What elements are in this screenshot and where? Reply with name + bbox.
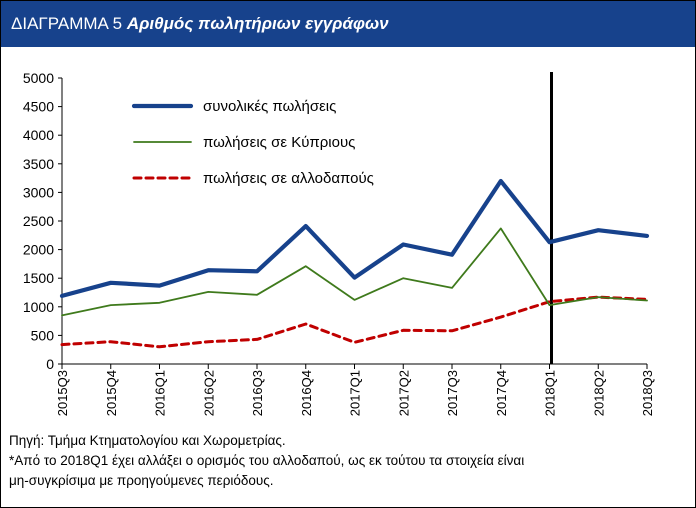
- footnote-line-2: μη-συγκρίσιμα με προηγούμενες περιόδους.: [9, 473, 274, 488]
- x-tick-label: 2017Q2: [396, 370, 411, 416]
- figure-title: Αριθμός πωλητήριων εγγράφων: [126, 14, 389, 33]
- y-tick-label: 4500: [23, 99, 54, 115]
- y-tick-label: 500: [31, 327, 55, 343]
- y-tick-label: 1000: [23, 299, 54, 315]
- y-tick-label: 2500: [23, 213, 54, 229]
- line-chart: 0 500 1000 1500 2000 2500 3000 3500 4000 4500 5000…: [23, 70, 655, 416]
- y-tick-label: 3500: [23, 156, 54, 172]
- y-tick-label: 3000: [23, 184, 54, 200]
- footnote-line-1: *Από το 2018Q1 έχει αλλάξει ο ορισμός το…: [9, 453, 525, 468]
- x-tick-label: 2018Q1: [543, 370, 558, 416]
- legend-label-2: πωλήσεις σε αλλοδαπούς: [203, 170, 374, 187]
- y-tick-label: 1500: [23, 270, 54, 286]
- y-tick-label: 4000: [23, 127, 54, 143]
- x-tick-label: 2016Q2: [201, 370, 216, 416]
- y-tick-label: 5000: [23, 70, 54, 86]
- x-tick-label: 2017Q1: [348, 370, 363, 416]
- series-layer: [59, 72, 650, 364]
- figure-number: ΔΙΑΓΡΑΜΜΑ 5: [11, 14, 123, 33]
- legend: συνολικές πωλήσεις πωλήσεις σε Κύπριους πω…: [131, 98, 374, 187]
- x-tick-label: 2017Q3: [445, 370, 460, 416]
- source-note: Πηγή: Τμήμα Κτηματολογίου και Χωρομετρία…: [9, 433, 286, 448]
- x-tick-label: 2017Q4: [494, 370, 509, 416]
- figure-header: ΔΙΑΓΡΑΜΜΑ 5 Αριθμός πωλητήριων εγγράφων: [1, 1, 695, 47]
- x-tick-label: 2018Q3: [640, 370, 655, 416]
- legend-label-1: πωλήσεις σε Κύπριους: [203, 134, 355, 151]
- x-tick-label: 2016Q4: [299, 370, 314, 416]
- y-tick-label: 2000: [23, 242, 54, 258]
- axes: 0 500 1000 1500 2000 2500 3000 3500 4000 4500 5000…: [23, 70, 655, 416]
- x-tick-label: 2016Q1: [153, 370, 168, 416]
- x-tick-label: 2015Q4: [104, 370, 119, 416]
- legend-label-0: συνολικές πωλήσεις: [203, 98, 336, 115]
- notes: Πηγή: Τμήμα Κτηματολογίου και Χωρομετρία…: [9, 431, 689, 491]
- x-tick-label: 2015Q3: [55, 370, 70, 416]
- y-tick-label: 0: [46, 356, 54, 372]
- x-tick-label: 2016Q3: [250, 370, 265, 416]
- x-tick-label: 2018Q2: [591, 370, 606, 416]
- series-line-0: [59, 178, 650, 298]
- series-line-2: [60, 295, 649, 349]
